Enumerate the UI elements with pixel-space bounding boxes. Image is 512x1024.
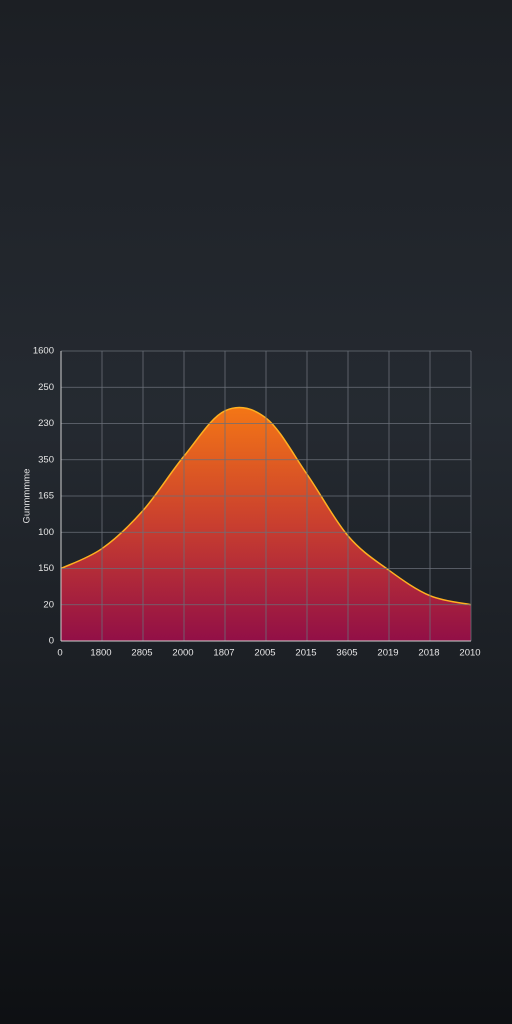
x-tick-label: 2010 <box>459 648 480 659</box>
y-axis-label: Gunmmmme <box>22 469 33 524</box>
x-tick-label: 2019 <box>377 648 398 659</box>
y-tick-label: 150 <box>38 563 54 574</box>
x-tick-label: 1807 <box>213 648 234 659</box>
y-tick-label: 165 <box>38 491 54 502</box>
x-tick-label: 2015 <box>295 648 316 659</box>
x-tick-label: 1800 <box>90 648 111 659</box>
x-tick-label: 2018 <box>418 648 439 659</box>
y-tick-label: 1600 <box>33 346 54 357</box>
x-tick-label: 2000 <box>172 648 193 659</box>
y-tick-label: 350 <box>38 454 54 465</box>
x-tick-label: 0 <box>57 648 62 659</box>
y-tick-label: 20 <box>43 599 54 610</box>
x-tick-label: 2805 <box>131 648 152 659</box>
y-tick-label: 230 <box>38 418 54 429</box>
y-tick-label: 100 <box>38 527 54 538</box>
x-tick-label: 3605 <box>336 648 357 659</box>
x-tick-label: 2005 <box>254 648 275 659</box>
y-tick-label: 250 <box>38 382 54 393</box>
y-tick-label: 0 <box>49 636 54 647</box>
